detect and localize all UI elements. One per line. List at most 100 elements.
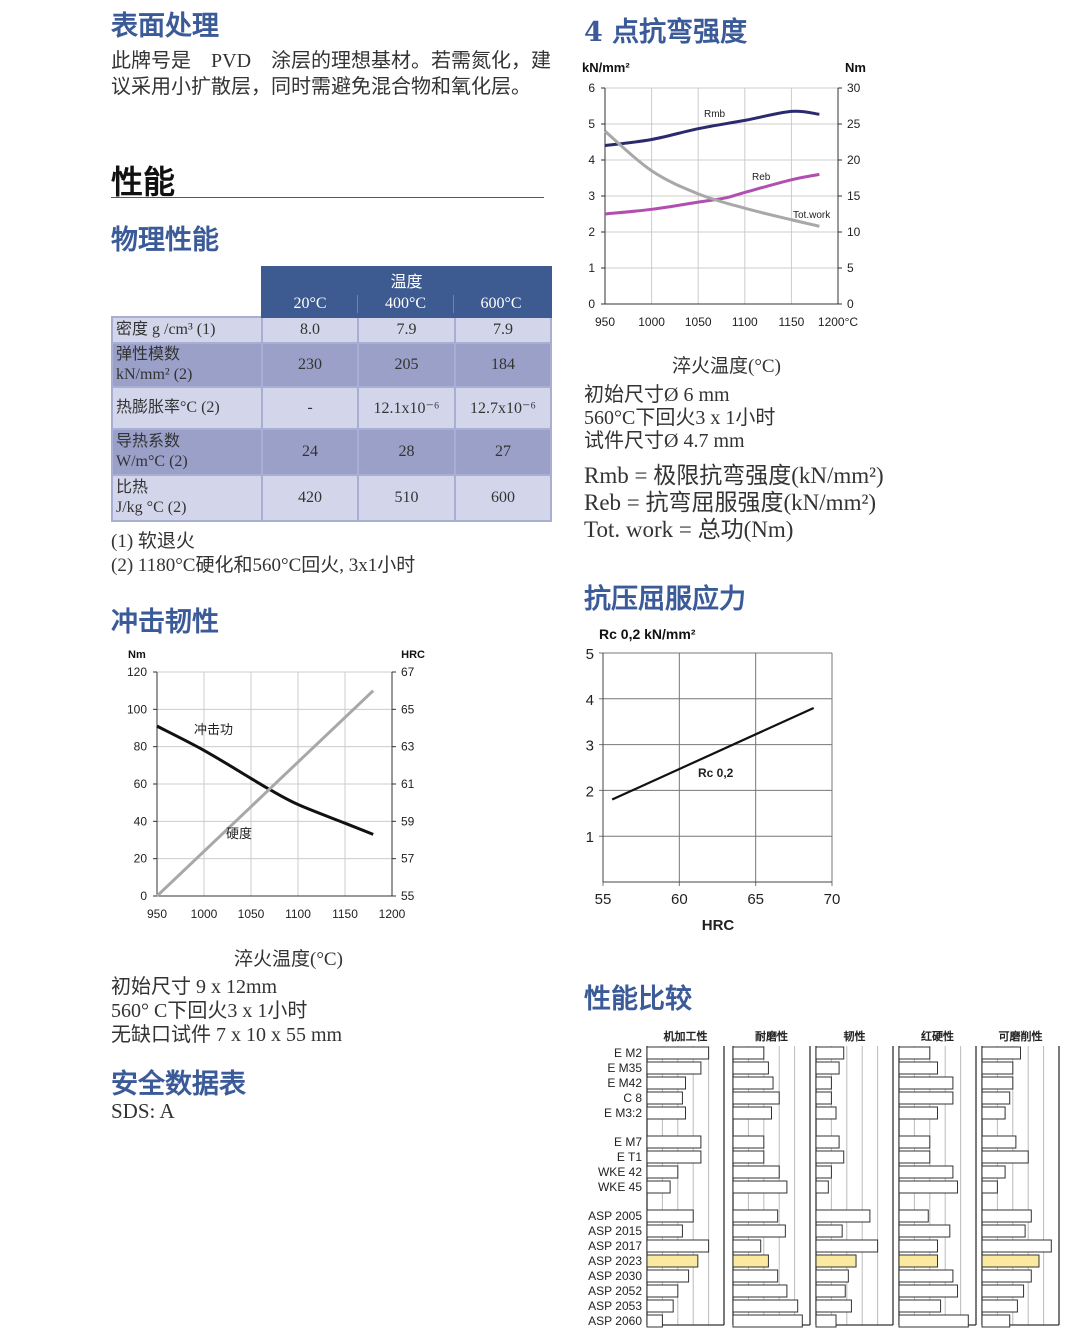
- bar: [981, 1180, 998, 1194]
- bar: [898, 1046, 931, 1060]
- table-cell: -: [261, 386, 359, 430]
- series-line-2: [604, 130, 820, 228]
- bar: [981, 1224, 1026, 1238]
- y2-tick-label: 59: [401, 814, 415, 828]
- bar: [815, 1135, 840, 1149]
- y-tick-label: 80: [134, 740, 148, 754]
- table-row: 比热 J/kg °C (2) 420 510 600: [111, 474, 552, 522]
- bar: [732, 1224, 786, 1238]
- bar: [898, 1224, 951, 1238]
- bend-note: 560°C下回火3 x 1小时: [584, 407, 776, 429]
- x-tick-label: 950: [147, 907, 167, 921]
- bar: [646, 1046, 710, 1060]
- bend-title: 4 点抗弯强度: [584, 17, 748, 48]
- bar: [981, 1269, 1032, 1283]
- bar: [732, 1299, 799, 1313]
- category-label: E M42: [607, 1076, 642, 1090]
- y2-tick-label: 0: [847, 297, 854, 311]
- bar: [898, 1254, 938, 1268]
- bar: [898, 1209, 929, 1223]
- legend-rmb: Rmb = 极限抗弯强度(kN/mm²): [584, 463, 884, 488]
- table-cell: 28: [357, 428, 456, 476]
- x-tick-label: 1100: [732, 315, 758, 329]
- table-cell: 8.0: [261, 316, 359, 344]
- rc-line: [611, 706, 815, 801]
- bar: [981, 1209, 1032, 1223]
- y2-tick-label: 67: [401, 665, 415, 679]
- surface-title: 表面处理: [111, 11, 219, 42]
- category-label: WKE 45: [598, 1180, 642, 1194]
- bar: [732, 1165, 780, 1179]
- surface-text: 此牌号是 PVD 涂层的理想基材。若需氮化，建议采用小扩散层，同时需避免混合物和…: [111, 50, 552, 98]
- bar: [898, 1299, 942, 1313]
- col-20c: 20°C: [263, 295, 358, 313]
- category-label: ASP 2030: [588, 1269, 642, 1283]
- series-line-1: [155, 689, 375, 898]
- category-label: E M3:2: [604, 1106, 642, 1120]
- y2-tick-label: 55: [401, 889, 415, 903]
- table-cell: 205: [357, 342, 456, 388]
- bar: [815, 1046, 845, 1060]
- impact-note: 无缺口试件 7 x 10 x 55 mm: [111, 1024, 343, 1046]
- bar: [815, 1076, 832, 1090]
- y2-tick-label: 5: [847, 261, 854, 275]
- y-tick-label: 2: [586, 783, 594, 800]
- bar: [732, 1239, 762, 1253]
- bar: [981, 1150, 1029, 1164]
- bar: [981, 1046, 1021, 1060]
- y-tick-label: 120: [127, 665, 147, 679]
- series-label: 硬度: [226, 826, 252, 841]
- bar: [646, 1076, 686, 1090]
- bar: [815, 1224, 843, 1238]
- bar: [732, 1106, 772, 1120]
- bar: [981, 1314, 1011, 1328]
- y2-tick-label: 65: [401, 702, 415, 716]
- bar: [815, 1269, 849, 1283]
- bar: [981, 1239, 1052, 1253]
- y-tick-label: 100: [127, 702, 147, 716]
- x-tick-label: 1000: [191, 907, 218, 921]
- y2-tick-label: 61: [401, 777, 415, 791]
- bar: [981, 1106, 1006, 1120]
- series-line-0: [156, 724, 374, 836]
- legend-totwork: Tot. work = 总功(Nm): [584, 517, 794, 542]
- bar: [646, 1239, 710, 1253]
- x-tick-label: 1100: [285, 907, 311, 921]
- bar: [732, 1091, 780, 1105]
- category-label: E T1: [617, 1150, 642, 1164]
- bar: [981, 1135, 1017, 1149]
- y2-tick-label: 30: [847, 81, 861, 95]
- temperature-header: 温度: [390, 274, 423, 291]
- x-tick-label: 55: [595, 891, 612, 908]
- table-cell: 600: [454, 474, 552, 522]
- panel-title: 耐磨性: [755, 1029, 788, 1043]
- bar: [815, 1091, 832, 1105]
- y2-axis-unit: HRC: [401, 649, 425, 661]
- note-1: (1) 软退火: [111, 531, 195, 552]
- bar: [981, 1254, 1040, 1268]
- bar: [898, 1076, 954, 1090]
- y2-axis-unit: Nm: [845, 60, 866, 75]
- series-line-0: [604, 109, 820, 148]
- category-label: E M2: [614, 1046, 642, 1060]
- bar: [815, 1299, 852, 1313]
- table-row: 密度 g /cm³ (1) 8.0 7.9 7.9: [111, 316, 552, 344]
- note-2: (2) 1180°C硬化和560°C回火, 3x1小时: [111, 555, 416, 576]
- category-label: ASP 2023: [588, 1254, 642, 1268]
- x-tick-label: 60: [671, 891, 688, 908]
- y-tick-label: 40: [134, 814, 148, 828]
- panel-title: 机加工性: [664, 1029, 708, 1043]
- table-cell: 7.9: [357, 316, 456, 344]
- bar: [815, 1150, 845, 1164]
- bar: [815, 1180, 829, 1194]
- table-row: 热膨胀率°C (2) -12.1x10⁻⁶ 12.7x10⁻⁶: [111, 386, 552, 430]
- category-label: WKE 42: [598, 1165, 642, 1179]
- y-axis-unit: Nm: [128, 649, 146, 661]
- bar: [898, 1284, 959, 1298]
- col-600c: 600°C: [480, 295, 522, 312]
- x-tick-label: 1050: [238, 907, 265, 921]
- bar: [898, 1180, 959, 1194]
- x-tick-label: 950: [595, 315, 615, 329]
- bar: [732, 1061, 769, 1075]
